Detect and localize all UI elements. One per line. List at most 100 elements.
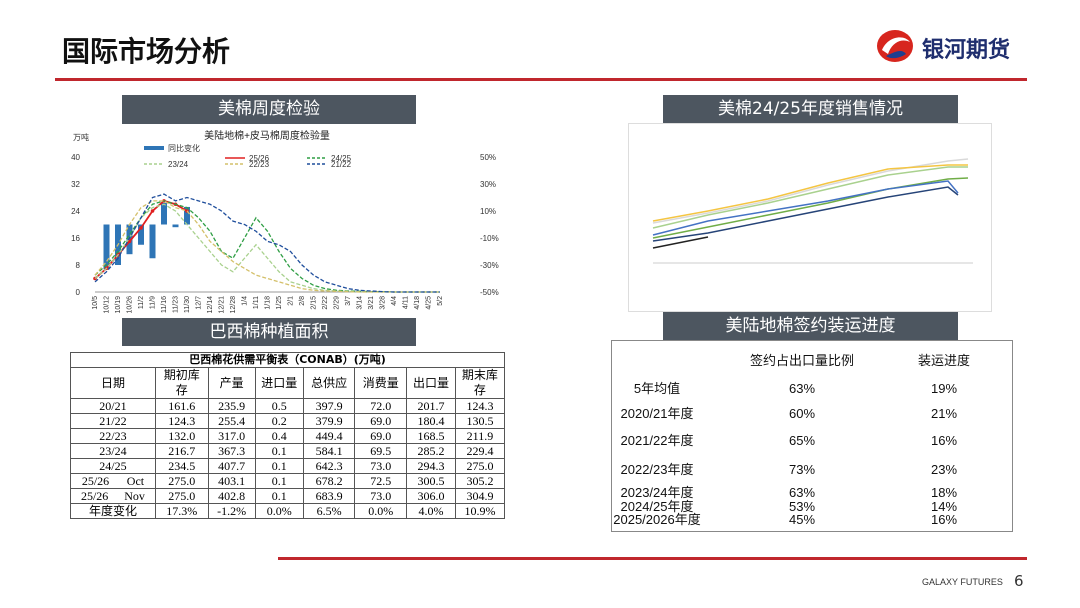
section-title: 美棉24/25年度销售情况 [663,95,958,123]
cell: 161.6 [154,398,209,414]
cell: 235.9 [207,398,256,414]
x-tick-label: 3/7 [345,296,352,306]
cell: 2024/25年度 [620,499,694,514]
column-header: 总供应 [302,367,356,399]
cell: 16% [930,433,958,448]
cell: 275.0 [154,488,209,504]
cell: 367.3 [207,443,256,459]
cell: 4.0% [406,503,456,519]
column-header: 日期 [70,367,156,399]
cell: 2022/23年度 [620,462,694,477]
cell: 642.3 [302,458,356,474]
x-tick-label: 11/30 [184,296,191,313]
y-tick-label: 0 [76,288,81,297]
column-header: 产量 [207,367,256,399]
line-series [94,200,440,293]
cell: 69.0 [354,413,408,429]
title-row: 巴西棉花供需平衡表（CONAB）(万吨) [70,352,505,368]
cell: 300.5 [406,473,456,489]
cell: 584.1 [302,443,356,459]
cell: 229.4 [454,443,506,459]
table-row: 23/24 216.7 367.3 0.1 584.1 69.5 285.2 229.4 [70,443,506,459]
cell: 379.9 [302,413,356,429]
column-header: 期末库存 [454,367,506,399]
cell: 25/26 Nov [70,488,156,504]
x-tick-label: 1/18 [265,296,272,310]
cell: 124.3 [154,413,209,429]
table-row: 25/26 Oct 275.0 403.1 0.1 678.2 72.5 300.5 305.2 [70,473,506,489]
cell: 25/26 Oct [70,473,156,489]
cell-text: Nov [124,489,145,503]
y2-tick-label: 30% [480,180,496,189]
slide-title: 国际市场分析 [62,35,231,68]
table-title: 巴西棉花供需平衡表（CONAB）(万吨) [70,352,505,368]
legend-label: 22/23 [249,160,270,169]
y2-tick-label: -10% [480,234,499,243]
column-header: 签约占出口量比例 [749,353,854,368]
y2-tick-label: -50% [480,288,499,297]
legend-label: 25/26 [249,154,270,163]
cell: 18% [930,485,958,500]
section-title: 美陆地棉签约装运进度 [663,312,958,340]
footer-brand: GALAXY FUTURES [922,577,1003,587]
legend-label: 同比变化 [168,143,200,153]
cell: 63% [788,381,816,396]
x-tick-label: 4/18 [414,296,421,310]
line-series [94,203,440,293]
chart-title: 美陆地棉+皮马棉周度检验量 [204,129,330,142]
cell-text: Oct [126,474,145,488]
y2-tick-label: 10% [480,207,496,216]
cell: 69.5 [354,443,408,459]
cell: 16% [930,512,958,527]
line-point [127,239,132,244]
table-row: 22/23 132.0 317.0 0.4 449.4 69.0 168.5 211.9 [70,428,506,444]
x-tick-label: 11/23 [173,296,180,313]
x-tick-label: 4/25 [426,296,433,310]
cell: 73.0 [354,458,408,474]
line-point [139,226,143,230]
table-row: 年度变化 17.3% -1.2% 0.0% 6.5% 0.0% 4.0% 10.9% [70,503,506,519]
cell: 23/24 [70,443,156,459]
legend-label: 21/22 [331,160,352,169]
cell: 211.9 [454,428,506,444]
cell: 180.4 [406,413,456,429]
x-tick-label: 4/11 [403,296,410,309]
bar [172,224,179,228]
x-tick-label: 2/1 [288,296,295,306]
x-tick-label: 11/2 [138,296,145,309]
cell: 6.5% [302,503,356,519]
cell: 5年均值 [633,381,681,396]
cell-parts: 25/26 Nov [73,489,153,503]
legend-label: 23/24 [168,160,189,169]
cell: 168.5 [406,428,456,444]
cell: 306.0 [406,488,456,504]
cell: 10.9% [454,503,506,519]
x-tick-label: 12/14 [207,296,214,314]
cell: 449.4 [302,428,356,444]
cell: 24/25 [70,458,156,474]
logo-icon [877,30,913,62]
logo-text: 银河期货 [922,38,1011,63]
cell: 317.0 [207,428,256,444]
cell: 65% [788,433,816,448]
cell-text: 25/26 [81,474,110,488]
bar [126,224,133,255]
x-tick-label: 1/11 [253,296,260,309]
table-row: 21/22 124.3 255.4 0.2 379.9 69.0 180.4 130.5 [70,413,506,429]
x-tick-label: 10/19 [115,296,122,314]
cell: 216.7 [154,443,209,459]
cell: 124.3 [454,398,506,414]
x-tick-label: 10/5 [92,296,99,310]
cell: 403.1 [207,473,256,489]
cell-text: 25/26 [80,489,109,503]
cell: 2023/24年度 [620,485,694,500]
cell: 14% [930,499,958,514]
footer-rule [278,557,1027,560]
column-header: 进口量 [254,367,304,399]
cell: 130.5 [454,413,506,429]
x-tick-label: 10/12 [104,296,111,314]
x-tick-label: 1/25 [276,296,283,310]
x-tick-label: 4/4 [391,296,398,306]
x-tick-label: 12/21 [219,296,226,314]
